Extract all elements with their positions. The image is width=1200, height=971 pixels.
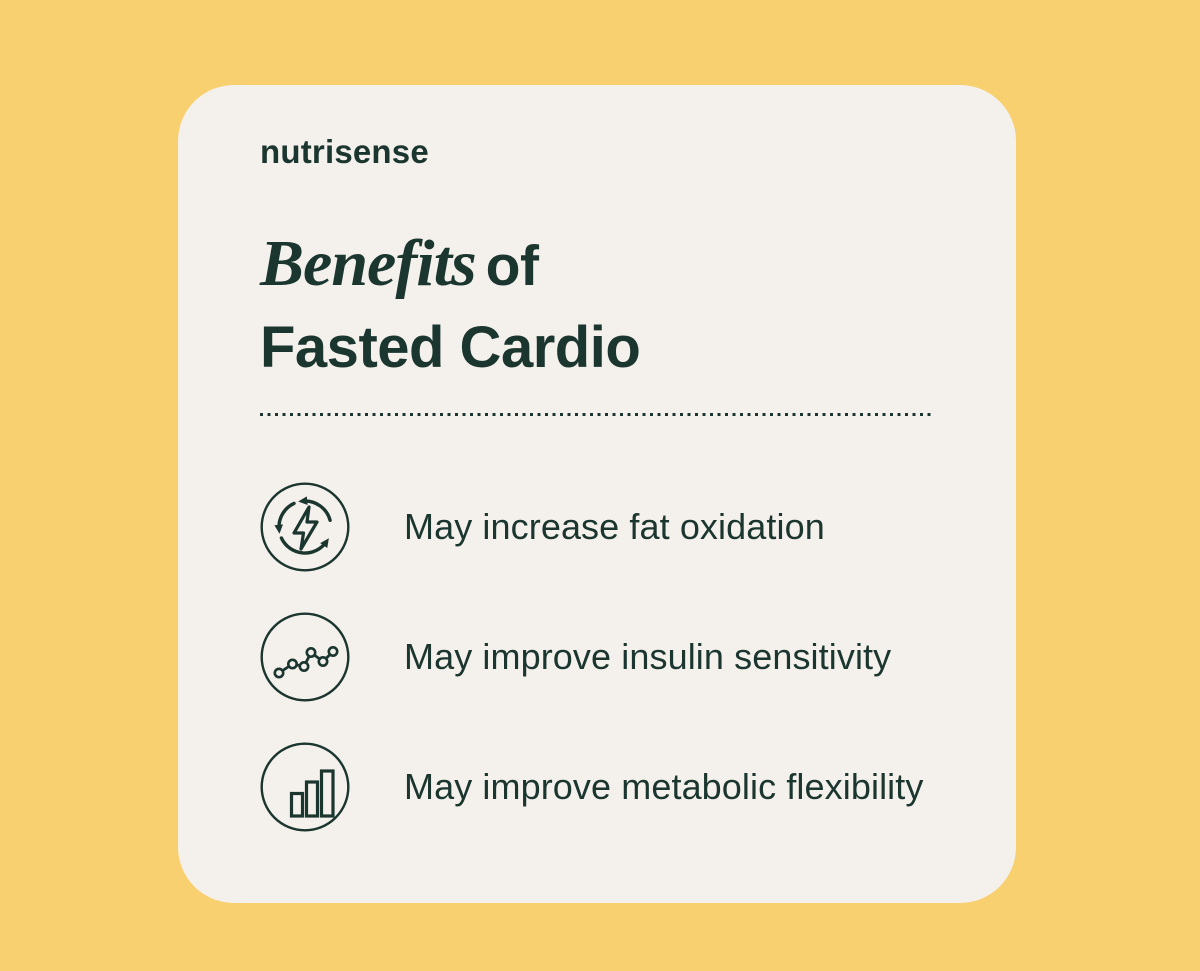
benefit-text: May improve metabolic flexibility xyxy=(404,766,924,808)
benefit-text: May increase fat oxidation xyxy=(404,506,825,548)
benefit-item-fat-oxidation: May increase fat oxidation xyxy=(260,482,938,572)
title-line2: Fasted Cardio xyxy=(260,315,641,380)
infographic-card: nutrisense Benefits of Fasted Cardio xyxy=(178,85,1016,903)
dotted-divider xyxy=(260,413,935,416)
page-title: Benefits of Fasted Cardio xyxy=(260,231,938,377)
benefits-list: May increase fat oxidation May improve i… xyxy=(260,482,938,832)
benefit-text: May improve insulin sensitivity xyxy=(404,636,892,678)
nutrisense-logo: nutrisense xyxy=(260,133,429,170)
benefit-item-metabolic-flexibility: May improve metabolic flexibility xyxy=(260,742,938,832)
title-word-benefits: Benefits xyxy=(260,227,477,300)
benefit-item-insulin-sensitivity: May improve insulin sensitivity xyxy=(260,612,938,702)
bar-chart-icon xyxy=(260,742,350,832)
line-chart-icon xyxy=(260,612,350,702)
title-line1: Benefits of xyxy=(260,231,938,303)
energy-cycle-icon xyxy=(260,482,350,572)
title-word-of: of xyxy=(485,234,539,298)
